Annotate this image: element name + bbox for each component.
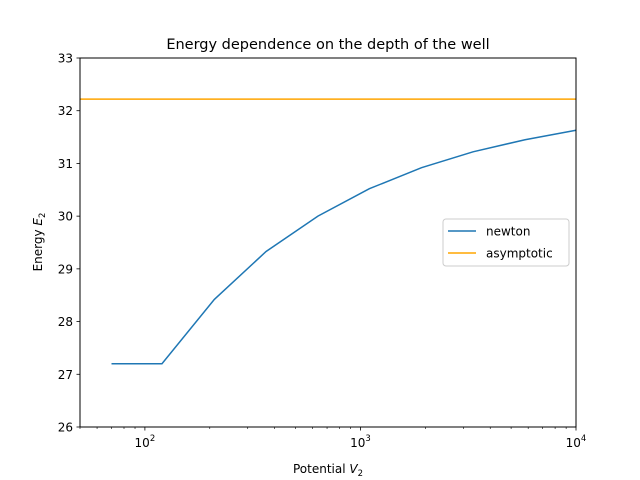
x-tick-label: 103: [350, 434, 371, 450]
legend: newton asymptotic: [442, 218, 570, 267]
y-tick-label: 26: [58, 421, 73, 435]
plot-lines: [80, 98, 577, 365]
y-tick-label: 33: [58, 52, 73, 66]
y-tick-label: 30: [58, 210, 73, 224]
plot-frame: [79, 57, 577, 428]
y-tick-label: 27: [58, 368, 73, 382]
y-tick-label: 29: [58, 262, 73, 276]
x-ticks: 102 103 104: [79, 427, 587, 450]
legend-label-asymptotic: asymptotic: [486, 247, 553, 261]
legend-label-newton: newton: [486, 225, 530, 239]
y-axis-label: Energy E2: [31, 213, 48, 272]
y-tick-label: 31: [58, 157, 73, 171]
y-ticks: 26 27 28 29 30 31 32 33: [58, 52, 80, 435]
y-tick-label: 28: [58, 315, 73, 329]
series-line-newton: [111, 129, 577, 365]
y-tick-label: 32: [58, 104, 73, 118]
x-tick-label: 102: [135, 434, 156, 450]
chart-title: Energy dependence on the depth of the we…: [166, 37, 489, 53]
x-tick-label: 104: [566, 434, 587, 450]
x-axis-label: Potential V2: [293, 462, 363, 479]
